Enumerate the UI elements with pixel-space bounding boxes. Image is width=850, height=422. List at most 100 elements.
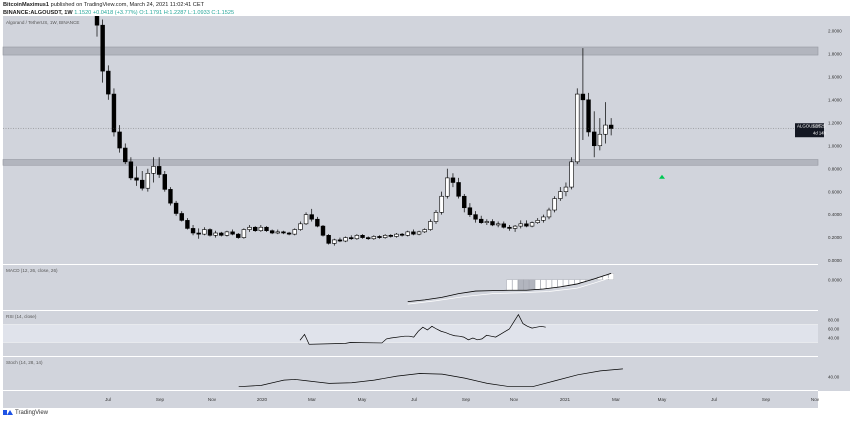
candle bbox=[462, 195, 467, 209]
candle bbox=[597, 133, 603, 147]
stoch-label: Stoch (14, 28, 14) bbox=[6, 360, 43, 365]
x-tick-label: Sep bbox=[462, 397, 471, 402]
chart-title: Algorand / TetherUS, 1W, BINANCE bbox=[6, 20, 79, 25]
candle bbox=[529, 222, 535, 227]
candle bbox=[269, 230, 275, 234]
candle bbox=[580, 93, 586, 101]
x-tick-label: Mar bbox=[612, 397, 620, 402]
y-tick-label: 1.0000 bbox=[828, 143, 842, 148]
tradingview-brand[interactable]: TradingView bbox=[3, 409, 48, 416]
y-tick-label: 1.8000 bbox=[828, 51, 842, 56]
candle bbox=[490, 221, 495, 226]
candle bbox=[354, 234, 360, 240]
candle bbox=[467, 207, 473, 215]
candle bbox=[241, 229, 247, 238]
rsi-label: RSI (14, close) bbox=[6, 314, 37, 319]
macd-histogram-bar bbox=[534, 279, 541, 290]
candle bbox=[360, 234, 365, 238]
last-value: 1.1520 bbox=[74, 10, 92, 16]
candle bbox=[388, 234, 393, 237]
macd-label: MACD (12, 26, close, 26) bbox=[6, 268, 58, 273]
candle bbox=[156, 166, 162, 175]
candle bbox=[546, 209, 552, 218]
candle bbox=[541, 216, 546, 221]
support-zone bbox=[2, 159, 819, 166]
candle bbox=[552, 198, 557, 211]
candle bbox=[382, 234, 388, 238]
candle bbox=[100, 24, 105, 72]
y-tick-label: 1.6000 bbox=[828, 74, 842, 79]
publisher-name[interactable]: BitcoinMaximus1 bbox=[3, 2, 50, 8]
candle bbox=[281, 231, 286, 234]
candle bbox=[253, 226, 258, 232]
candle bbox=[94, 16, 100, 26]
resistance-zone bbox=[2, 46, 819, 56]
price-label-box bbox=[795, 123, 824, 138]
candle bbox=[501, 223, 506, 228]
candle bbox=[456, 182, 461, 197]
rsi-y-tick: 40.00 bbox=[828, 336, 840, 341]
price-label-countdown: 4d 14h bbox=[813, 131, 826, 136]
macd-histogram-bar bbox=[557, 279, 564, 288]
candle bbox=[405, 231, 410, 236]
y-tick-label: 1.2000 bbox=[828, 120, 842, 125]
pane-price bbox=[3, 16, 818, 264]
stoch-y-tick: 40.00 bbox=[828, 374, 840, 379]
candle bbox=[185, 220, 190, 229]
candle bbox=[349, 237, 354, 240]
candle bbox=[123, 147, 128, 163]
candle bbox=[591, 131, 597, 147]
candle bbox=[569, 161, 574, 188]
candle bbox=[207, 229, 213, 236]
rsi-line bbox=[299, 313, 546, 345]
ohlc-values: O:1.1791 H:1.2287 L:1.0933 C:1.1525 bbox=[139, 10, 235, 16]
candle bbox=[162, 174, 167, 190]
candle bbox=[264, 226, 269, 232]
pane-stoch bbox=[3, 357, 818, 390]
macd-histogram-bar bbox=[568, 279, 575, 286]
y-tick-label: 0.8000 bbox=[828, 166, 842, 171]
candle bbox=[371, 236, 377, 240]
candle bbox=[213, 232, 218, 236]
candle bbox=[151, 166, 156, 174]
candle bbox=[286, 232, 292, 235]
candle bbox=[202, 229, 207, 235]
candle bbox=[518, 223, 523, 227]
candle bbox=[411, 231, 416, 235]
candle bbox=[298, 223, 303, 230]
x-tick-label: May bbox=[658, 397, 667, 402]
tradingview-logo-icon bbox=[3, 409, 13, 416]
candle bbox=[422, 229, 427, 233]
y-tick-label: 1.4000 bbox=[828, 97, 842, 102]
y-tick-label: 0.2000 bbox=[828, 235, 842, 240]
candle bbox=[168, 189, 173, 204]
x-tick-label: 2021 bbox=[560, 397, 571, 402]
chart-header: BitcoinMaximus1 published on TradingView… bbox=[3, 1, 234, 17]
candle bbox=[320, 225, 326, 236]
candle bbox=[275, 231, 280, 234]
candle bbox=[315, 218, 320, 227]
candle bbox=[179, 213, 184, 221]
candle bbox=[450, 177, 456, 183]
y-tick-label: 0.6000 bbox=[828, 189, 842, 194]
stoch-line bbox=[238, 368, 623, 388]
x-tick-label: Sep bbox=[156, 397, 165, 402]
candle bbox=[224, 231, 230, 236]
price-chart[interactable]: Algorand / TetherUS, 1W, BINANCE 2.0000 1.… bbox=[0, 16, 850, 408]
time-scale bbox=[3, 391, 818, 408]
signal-triangle bbox=[659, 174, 665, 179]
candle bbox=[495, 223, 501, 226]
macd-line bbox=[407, 273, 612, 302]
candle bbox=[365, 237, 371, 240]
x-tick-label: Sep bbox=[762, 397, 771, 402]
macd-histogram-bar bbox=[529, 279, 535, 290]
brand-label: TradingView bbox=[15, 409, 49, 416]
candle bbox=[473, 214, 478, 220]
candle bbox=[484, 221, 490, 223]
candle bbox=[558, 191, 563, 199]
candle bbox=[603, 124, 608, 135]
candle bbox=[309, 214, 314, 220]
candle bbox=[428, 221, 433, 230]
macd-histogram-bar bbox=[518, 279, 524, 291]
candle bbox=[190, 228, 196, 234]
